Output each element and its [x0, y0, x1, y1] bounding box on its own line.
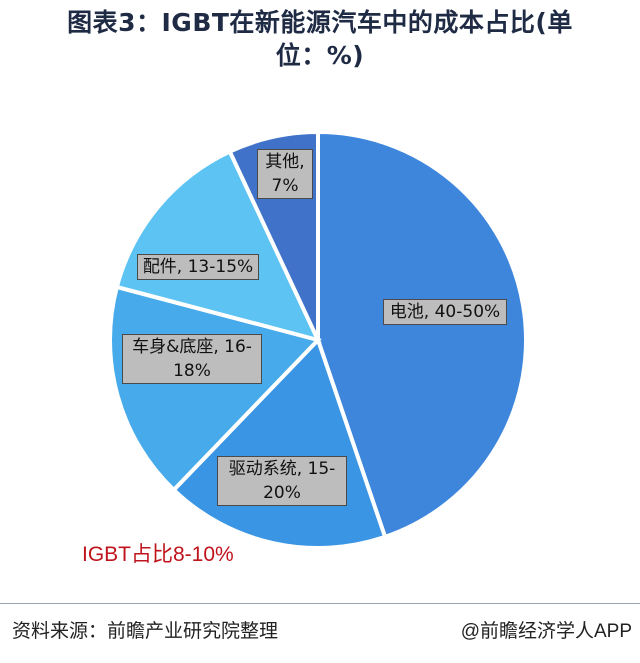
- slice-label-parts-text: 配件, 13-15%: [142, 257, 254, 277]
- slice-label-battery: 电池, 40-50%: [383, 299, 507, 325]
- slice-label-drive-line2: 20%: [263, 483, 301, 503]
- slice-label-other-line1: 其他,: [265, 152, 305, 172]
- source-note: 资料来源：前瞻产业研究院整理: [12, 620, 279, 642]
- slice-label-body-line1: 车身&底座, 16-: [132, 337, 252, 357]
- pie-slice-parts: [114, 148, 322, 344]
- igbt-highlight: IGBT占比8-10%: [82, 543, 234, 566]
- title-line-1: 图表3：IGBT在新能源汽车中的成本占比(单: [67, 8, 573, 37]
- credit-note: @前瞻经济学人APP: [460, 621, 632, 642]
- slice-label-body-line2: 18%: [173, 361, 211, 381]
- slice-label-drive: 驱动系统, 15- 20%: [217, 456, 347, 506]
- slice-label-drive-line1: 驱动系统, 15-: [228, 459, 336, 479]
- pie-slice-battery: [316, 129, 528, 540]
- chart-title: 图表3：IGBT在新能源汽车中的成本占比(单 位：%): [0, 6, 640, 72]
- slice-label-parts: 配件, 13-15%: [137, 254, 259, 280]
- slice-label-other: 其他, 7%: [257, 149, 313, 199]
- footer-divider: [0, 603, 640, 604]
- slice-label-battery-text: 电池, 40-50%: [389, 302, 501, 322]
- slice-label-body: 车身&底座, 16- 18%: [122, 334, 262, 384]
- slice-label-other-line2: 7%: [271, 176, 299, 196]
- title-line-2: 位：%): [275, 41, 365, 70]
